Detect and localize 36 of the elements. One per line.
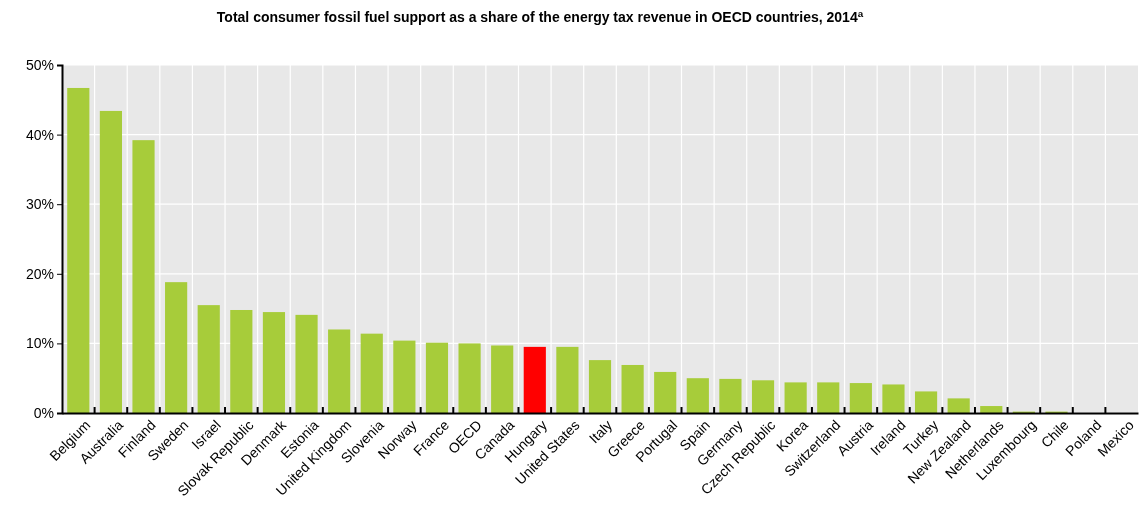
bar <box>947 398 970 413</box>
bar <box>980 406 1003 413</box>
bar <box>556 346 579 413</box>
bar <box>491 345 514 413</box>
bar <box>295 314 318 413</box>
y-tick-label: 0% <box>33 404 54 421</box>
bar <box>621 364 644 413</box>
bar <box>262 312 286 413</box>
bar <box>230 309 253 413</box>
bar <box>849 383 872 413</box>
y-tick-label: 30% <box>25 196 54 213</box>
bar <box>99 110 122 413</box>
bar <box>132 140 155 413</box>
bar <box>393 340 416 413</box>
bar <box>523 346 546 413</box>
bar <box>686 378 709 413</box>
bar <box>751 380 775 413</box>
bar <box>360 333 383 413</box>
bar <box>588 360 612 413</box>
bar <box>784 382 807 413</box>
bar <box>817 382 840 413</box>
y-tick-label: 10% <box>25 335 54 352</box>
bar <box>458 343 481 413</box>
chart-title: Total consumer fossil fuel support as a share of the energy tax revenue in OECD countries, 2014$^{a}$ <box>216 7 864 25</box>
bar <box>914 391 938 413</box>
y-tick-label: 50% <box>25 56 54 73</box>
bar <box>882 384 905 413</box>
bar <box>197 305 220 413</box>
bar <box>719 378 742 413</box>
bar <box>328 329 351 413</box>
y-tick-label: 40% <box>25 126 54 143</box>
bar <box>654 371 677 413</box>
bar <box>425 342 449 413</box>
bar <box>165 282 188 413</box>
bar <box>67 87 90 413</box>
y-tick-label: 20% <box>25 265 54 282</box>
